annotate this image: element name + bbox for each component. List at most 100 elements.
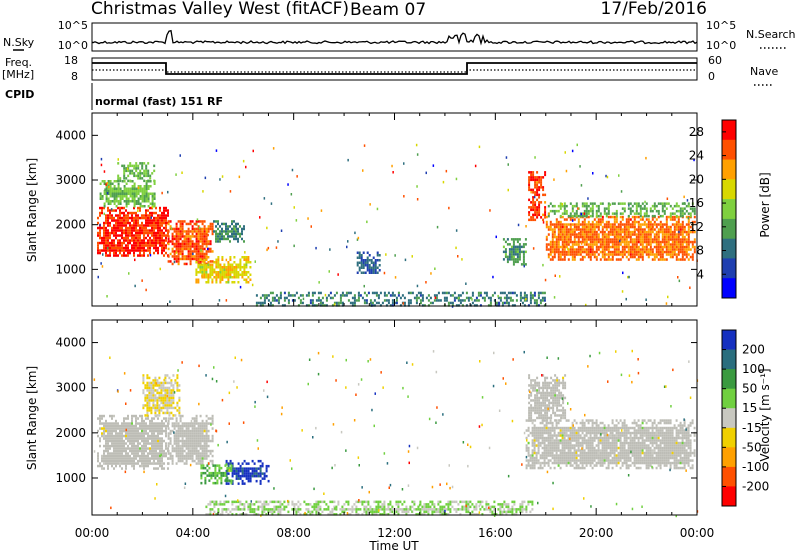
power-data-cell (113, 239, 115, 242)
velocity-data-cell (121, 459, 123, 463)
velocity-data-cell (220, 474, 223, 477)
power-data-cell (199, 220, 202, 223)
power-data-cell (99, 231, 101, 235)
velocity-data-cell (261, 462, 264, 465)
power-data-cell (193, 242, 196, 246)
velocity-data-cell (113, 414, 115, 418)
power-data-point (534, 156, 536, 159)
velocity-data-cell (185, 427, 188, 430)
power-data-cell (199, 227, 202, 231)
velocity-data-cell (563, 454, 566, 457)
velocity-data-cell (141, 424, 143, 428)
velocity-data-cell (571, 434, 574, 437)
power-data-cell (135, 195, 138, 198)
velocity-data-cell (121, 432, 123, 435)
power-data-cell (585, 238, 588, 241)
power-data-cell (415, 296, 418, 300)
velocity-data-cell (557, 461, 560, 465)
power-data-cell (542, 186, 545, 189)
power-data-cell (139, 251, 141, 255)
power-data-cell (147, 216, 149, 220)
power-data-cell (191, 257, 194, 261)
velocity-data-cell (247, 479, 250, 483)
power-data-cell (173, 235, 176, 238)
power-data-cell (127, 190, 130, 193)
power-data-cell (195, 281, 198, 284)
velocity-data-cell (575, 449, 578, 452)
velocity-data-cell (245, 474, 248, 478)
power-data-cell (141, 162, 144, 165)
power-data-cell (687, 230, 690, 234)
velocity-data-cell (143, 464, 145, 468)
power-data-cell (583, 209, 586, 213)
power-data-cell (536, 191, 539, 194)
power-data-cell (207, 278, 210, 281)
power-data-cell (141, 195, 144, 198)
velocity-data-cell (563, 439, 566, 442)
velocity-data-cell (123, 427, 125, 430)
velocity-data-cell (151, 424, 153, 428)
power-data-cell (133, 226, 135, 230)
power-data-cell (195, 257, 198, 261)
power-colorbar-tick-label: 24 (689, 149, 704, 163)
power-data-cell (479, 294, 482, 297)
power-data-cell (123, 180, 126, 183)
power-data-cell (125, 216, 127, 220)
power-data-cell (643, 212, 646, 215)
power-data-cell (395, 301, 398, 305)
power-data-cell (544, 201, 547, 204)
power-data-cell (516, 245, 519, 249)
power-data-cell (129, 249, 131, 252)
power-data-cell (551, 250, 554, 254)
power-data-cell (639, 233, 642, 236)
velocity-data-cell (265, 467, 268, 470)
power-data-cell (523, 296, 526, 300)
velocity-data-cell (208, 474, 211, 477)
velocity-data-cell (151, 429, 153, 433)
power-data-cell (534, 191, 537, 194)
power-data-cell (534, 186, 537, 189)
power-data-point (181, 171, 183, 174)
velocity-data-cell (169, 442, 172, 445)
velocity-data-cell (139, 422, 141, 425)
power-data-cell (691, 255, 694, 259)
power-data-cell (429, 296, 432, 300)
power-data-cell (231, 222, 233, 226)
power-data-cell (583, 225, 586, 229)
power-data-cell (591, 223, 594, 226)
power-data-cell (555, 240, 558, 244)
velocity-data-cell (155, 437, 157, 440)
power-data-cell (579, 258, 582, 261)
power-data-cell (143, 205, 146, 208)
power-data-cell (385, 304, 388, 307)
power-data-cell (532, 178, 535, 182)
power-data-cell (189, 255, 192, 258)
velocity-data-cell (125, 427, 127, 430)
velocity-data-cell (141, 427, 143, 430)
velocity-data-cell (199, 459, 202, 463)
power-data-cell (677, 258, 680, 261)
power-data-point (542, 263, 544, 267)
velocity-data-cell (541, 461, 544, 465)
power-data-cell (127, 214, 129, 217)
power-data-cell (669, 253, 672, 256)
velocity-data-cell (145, 447, 147, 450)
power-data-cell (141, 167, 144, 170)
velocity-data-cell (241, 474, 244, 478)
velocity-data-cell (201, 459, 204, 463)
velocity-data-cell (159, 444, 161, 448)
power-data-cell (221, 230, 223, 233)
power-data-cell (127, 216, 129, 220)
velocity-data-cell (177, 454, 180, 458)
velocity-data-cell (127, 439, 129, 443)
velocity-data-cell (201, 444, 204, 448)
power-data-cell (607, 202, 610, 205)
power-data-cell (573, 255, 576, 259)
power-data-cell (609, 225, 612, 229)
power-data-cell (661, 235, 664, 239)
velocity-data-cell (129, 434, 131, 438)
power-data-cell (203, 230, 206, 233)
velocity-data-cell (207, 429, 210, 433)
power-data-cell (113, 195, 116, 198)
power-data-cell (301, 294, 304, 297)
